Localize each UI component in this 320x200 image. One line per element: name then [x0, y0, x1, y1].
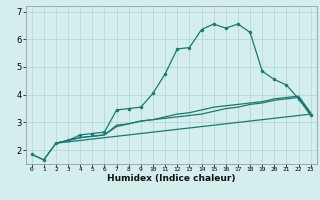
X-axis label: Humidex (Indice chaleur): Humidex (Indice chaleur)	[107, 174, 236, 183]
